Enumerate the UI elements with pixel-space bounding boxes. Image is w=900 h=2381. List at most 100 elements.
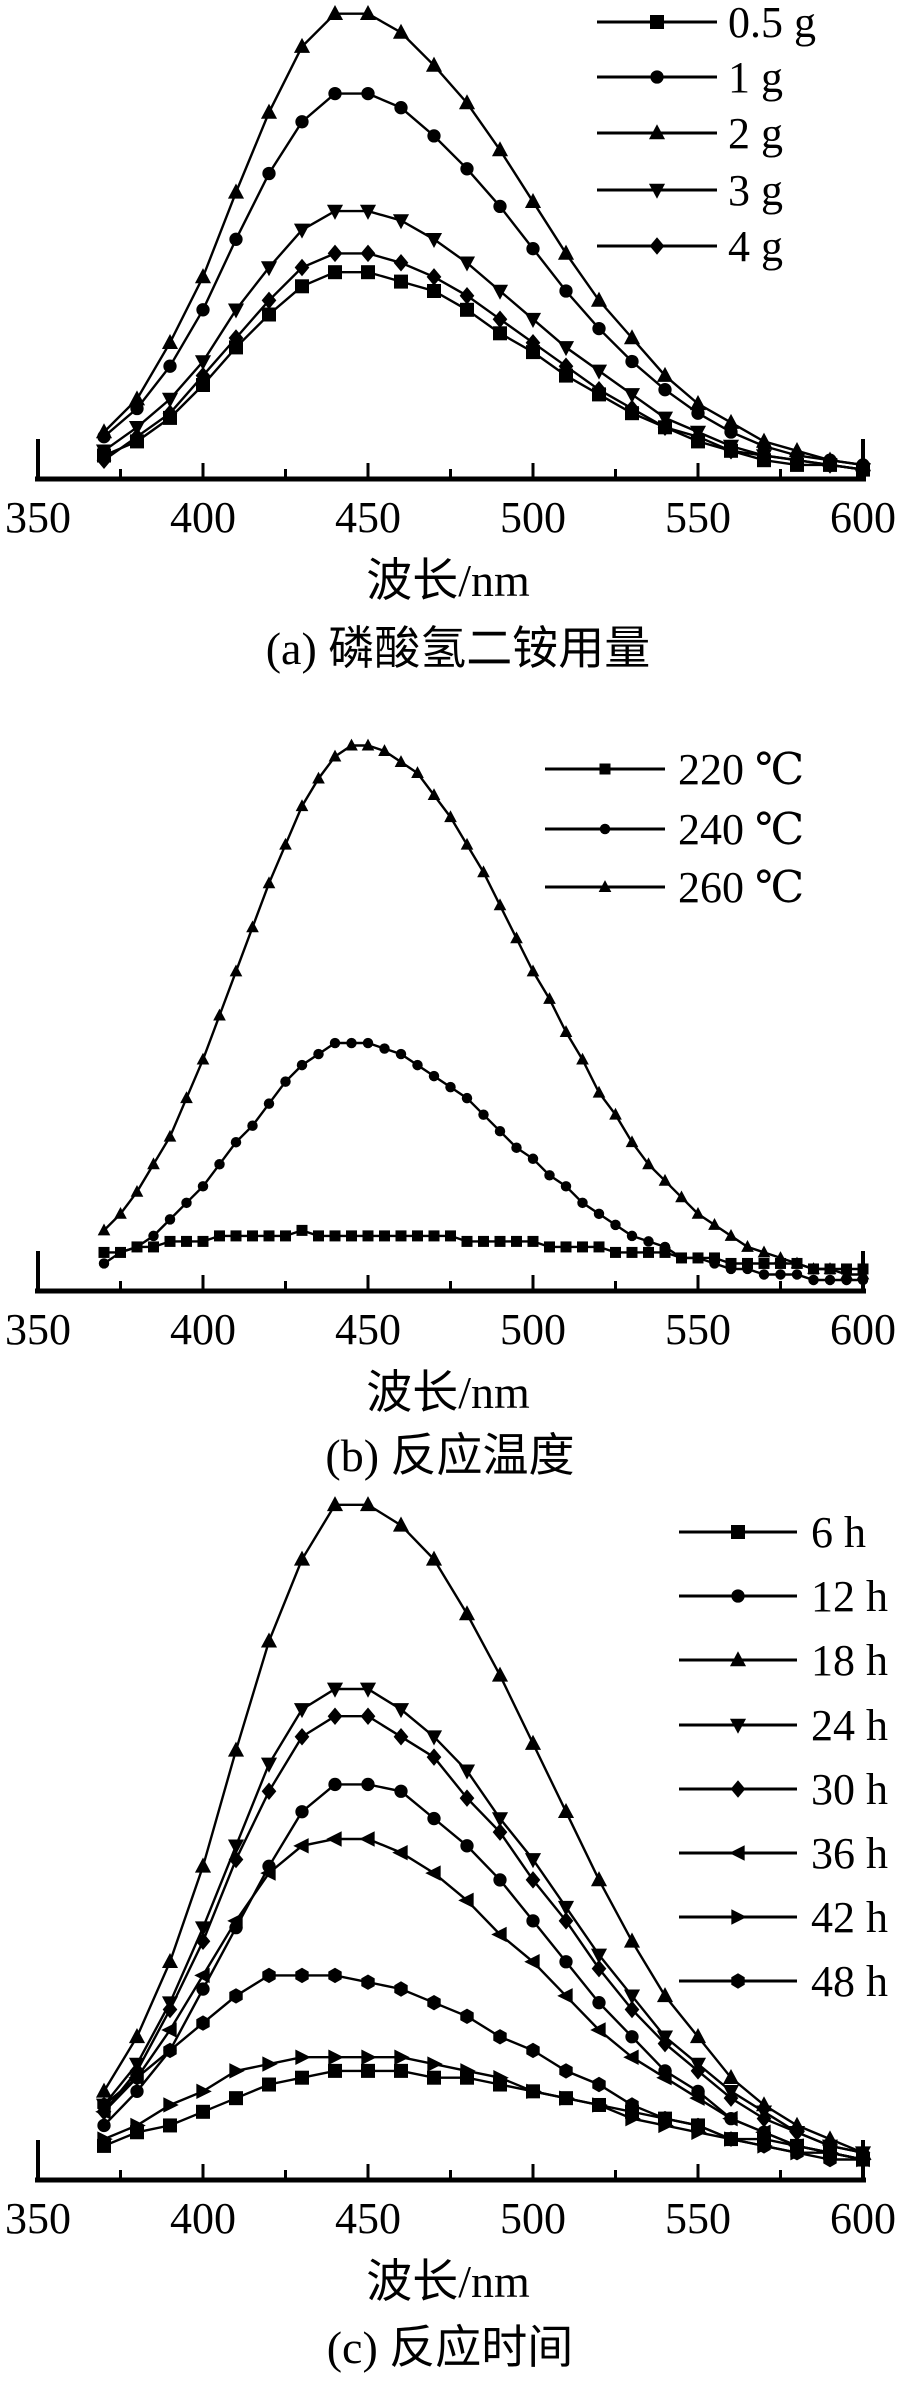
hexagon-marker (691, 2117, 705, 2134)
hexagon-marker (229, 1988, 243, 2004)
circle-marker (791, 1269, 803, 1280)
triangle-right-marker (559, 2090, 575, 2106)
panel-c-curve-18-h (102, 1503, 864, 2154)
triangle-up-marker (691, 1206, 705, 1219)
circle-marker (478, 1109, 489, 1120)
circle-marker (230, 1137, 242, 1148)
triangle-up-marker (526, 964, 540, 977)
triangle-down-marker (425, 1730, 443, 1746)
x-tick-label-450: 450 (335, 493, 401, 542)
square-marker (262, 307, 276, 322)
square-marker (394, 2063, 408, 2078)
hexagon-marker (394, 1981, 408, 1997)
triangle-up-marker (724, 1229, 738, 1241)
diamond-marker (294, 1727, 310, 1746)
triangle-up-marker (279, 837, 292, 850)
x-tick-label-400: 400 (170, 2194, 236, 2243)
circle-marker (658, 383, 672, 397)
diamond-marker (690, 427, 706, 446)
circle-marker (626, 1230, 638, 1242)
square-marker (328, 2063, 342, 2078)
triangle-up-marker (757, 1245, 771, 1258)
triangle-left-marker (491, 1926, 507, 1943)
triangle-up-marker (194, 1857, 212, 1873)
hexagon-marker (592, 2076, 606, 2093)
circle-marker (461, 1092, 473, 1104)
diamond-marker (558, 357, 574, 375)
circle-marker (428, 1070, 440, 1082)
square-marker (659, 1246, 671, 1258)
triangle-right-marker (394, 2049, 410, 2065)
panel-a: 350 400 450 500 550 600 波长/nm (a) 磷酸氢二铵用量 0.5 g 1… (5, 0, 896, 674)
hexagon-marker (97, 2097, 111, 2113)
circle-marker (593, 1208, 605, 1220)
diamond-marker (195, 366, 211, 385)
x-tick-label-500: 500 (500, 1305, 566, 1354)
x-tick-label-400: 400 (170, 1305, 236, 1354)
diamond-marker (558, 1912, 574, 1930)
circle-marker (709, 1258, 720, 1269)
panel-c-curve-6-h (103, 2069, 864, 2161)
triangle-up-marker (427, 788, 441, 801)
panel-a-curve-3-g (103, 209, 864, 471)
triangle-right-marker (493, 2070, 509, 2086)
square-marker-icon (599, 763, 611, 775)
square-marker (395, 1230, 407, 1242)
square-marker (526, 345, 540, 360)
diamond-marker (657, 2034, 673, 2053)
circle-marker (526, 1914, 540, 1928)
panel-c-legend-item-6-h: 6 h (679, 1508, 866, 1557)
diamond-marker (360, 244, 376, 263)
panel-a-legend: 0.5 g 1 g 2 g 3 g 4 g (597, 0, 816, 271)
circle-marker (196, 1982, 210, 1996)
diamond-marker-icon (649, 237, 665, 255)
circle-marker (130, 2084, 144, 2098)
square-marker (725, 1257, 737, 1269)
square-marker (460, 302, 474, 317)
panel-c-curve-30-h (103, 1715, 864, 2154)
triangle-right-marker-icon (731, 1909, 747, 1925)
diamond-marker (525, 333, 541, 352)
square-marker (346, 1230, 357, 1242)
triangle-up-marker (359, 1496, 377, 1512)
circle-marker (460, 1839, 474, 1853)
panel-c-curve-36-h (103, 1837, 864, 2161)
triangle-up-marker (444, 810, 457, 823)
diamond-marker (261, 1782, 277, 1801)
triangle-down-marker (458, 1764, 476, 1780)
circle-marker (394, 101, 408, 115)
triangle-up-marker (543, 992, 556, 1004)
x-tick-label-550: 550 (665, 493, 731, 542)
panel-c-legend-item-12-h: 12 h (679, 1572, 888, 1621)
circle-marker (197, 1181, 209, 1192)
square-marker (196, 378, 210, 392)
square-marker (626, 1246, 638, 1258)
panel-c-markers-6-h (97, 2063, 870, 2167)
triangle-left-marker (557, 1988, 573, 2004)
panel-c-legend-item-30-h: 30 h (679, 1765, 888, 1814)
x-tick-label-600: 600 (830, 493, 896, 542)
triangle-up-marker (128, 390, 146, 406)
triangle-up-marker (196, 1052, 210, 1065)
triangle-down-marker (359, 204, 377, 220)
hexagon-marker (427, 1995, 441, 2011)
triangle-up-marker (180, 1091, 193, 1104)
diamond-marker (723, 442, 739, 460)
triangle-up-marker (722, 2068, 740, 2084)
triangle-up-marker (675, 1190, 688, 1203)
triangle-up-marker (790, 1256, 804, 1269)
square-marker (196, 2104, 210, 2119)
panel-b-legend-item-240: 240 ℃ (545, 805, 804, 854)
panel-b-markers-240 (98, 1037, 869, 1286)
x-tick-label-350: 350 (5, 1305, 71, 1354)
square-marker (544, 1241, 555, 1253)
square-marker (164, 1235, 176, 1247)
diamond-marker (525, 1871, 541, 1889)
circle-marker (560, 1181, 572, 1192)
triangle-up-marker (807, 1262, 820, 1274)
diamond-marker (492, 1823, 508, 1841)
triangle-left-marker (590, 2022, 606, 2038)
triangle-down-marker (260, 1757, 278, 1773)
